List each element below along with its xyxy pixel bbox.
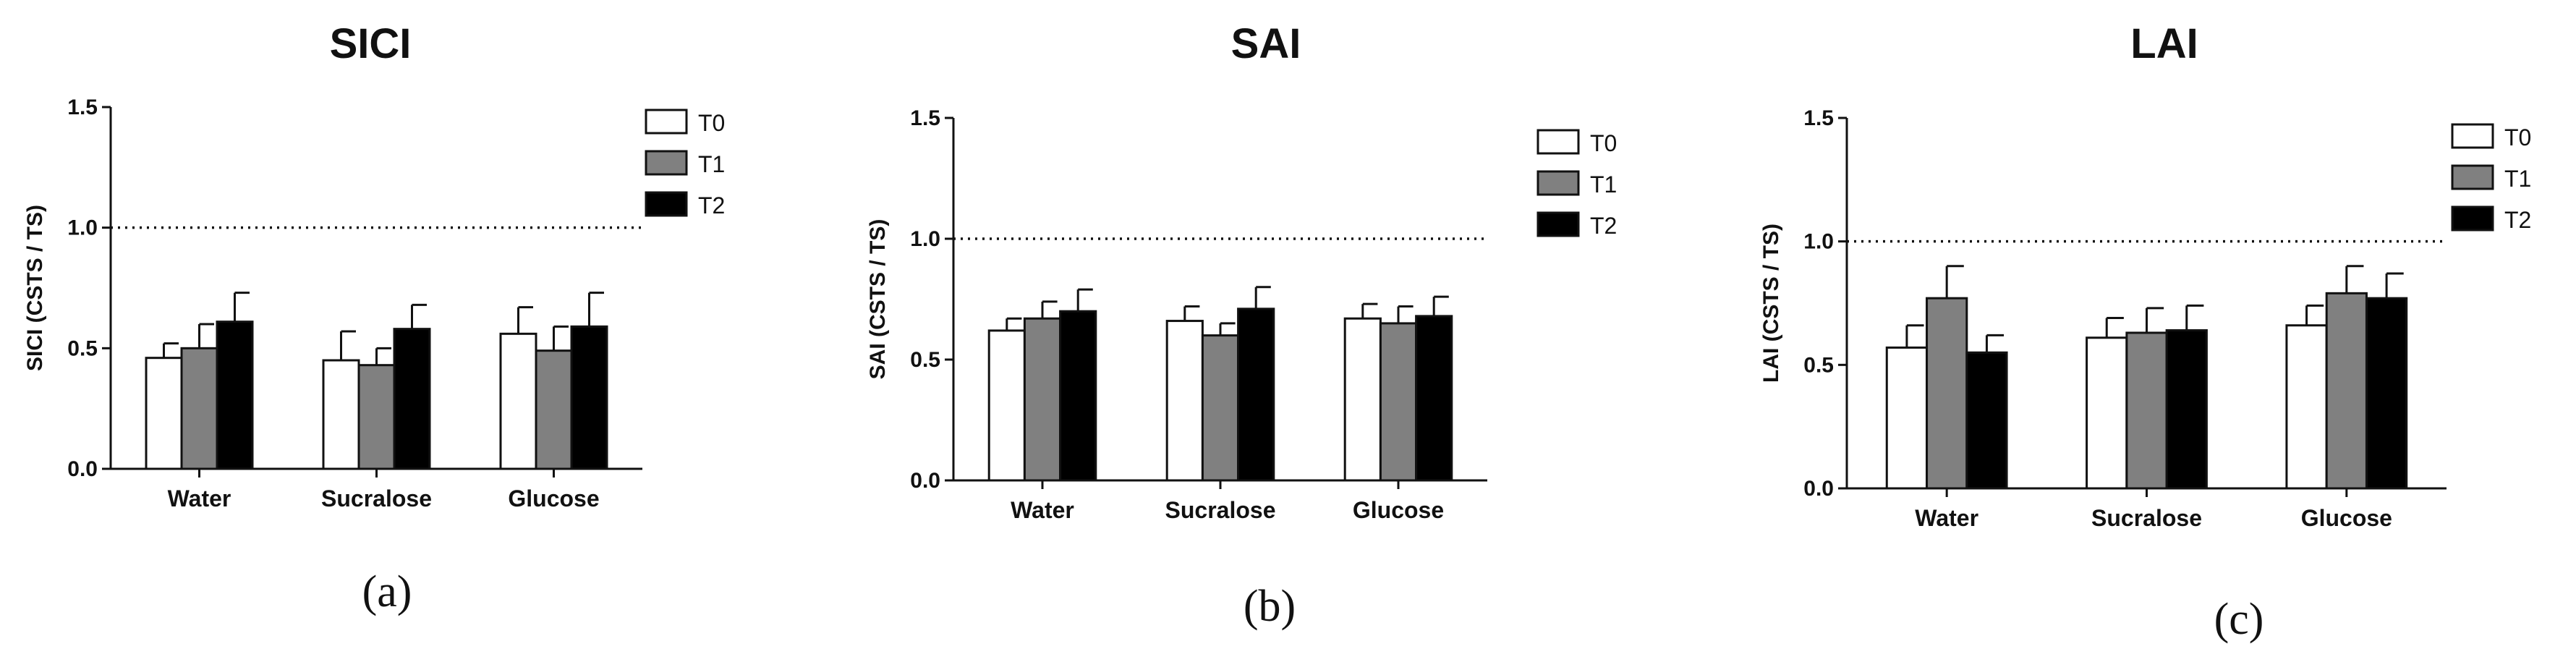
legend-label: T2 (2504, 207, 2531, 233)
x-tick-label: Water (1915, 505, 1978, 531)
y-axis-label: SAI (CSTS / TS) (866, 219, 890, 380)
x-tick-label: Glucose (508, 485, 599, 512)
panel-label: (c) (2214, 595, 2264, 644)
bar-t2-glucose (1415, 315, 1453, 482)
bar-t0-glucose (1343, 317, 1382, 482)
legend-label: T1 (1590, 171, 1617, 198)
y-tick-label: 0.5 (910, 348, 940, 372)
x-tick-label: Glucose (1353, 497, 1444, 523)
x-tick-label: Glucose (2301, 505, 2392, 531)
y-tick-label: 1.0 (1803, 230, 1834, 254)
y-tick-label: 0.0 (1803, 477, 1834, 501)
legend-label: T1 (698, 151, 725, 177)
y-tick-label: 1.5 (67, 96, 98, 119)
x-tick-label: Sucralose (2091, 505, 2202, 531)
legend-label: T0 (698, 110, 725, 136)
legend-label: T1 (2504, 166, 2531, 192)
legend-label: T2 (1590, 213, 1617, 239)
bar-t2-glucose (570, 325, 608, 470)
x-tick-label: Sucralose (321, 485, 432, 512)
legend-swatch-t2 (645, 191, 688, 217)
bar-t0-sucralose (2086, 336, 2128, 490)
chart-panel-1: SICI SICI (CSTS / TS) 0.0 0.5 1.0 1.5 Water Suc… (23, 20, 725, 616)
bar-t1-sucralose (2125, 331, 2168, 490)
bar-t0-sucralose (322, 359, 360, 470)
bar-t0-water (987, 329, 1026, 482)
bar-t0-water (145, 357, 183, 470)
y-tick-label: 1.5 (1803, 106, 1834, 130)
chart-title: SAI (1231, 20, 1301, 67)
legend-swatch-t0 (2451, 123, 2494, 149)
panel-label: (a) (362, 567, 412, 616)
bar-t2-water (216, 321, 254, 470)
bar-t0-water (1885, 346, 1929, 490)
y-tick-label: 1.5 (910, 106, 940, 130)
legend-swatch-t0 (1536, 129, 1580, 155)
bar-t2-water (1059, 310, 1097, 482)
bar-t0-glucose (2285, 324, 2328, 490)
bar-t2-sucralose (393, 328, 431, 470)
legend-swatch-t2 (1536, 211, 1580, 237)
legend-swatch-t2 (2451, 205, 2494, 232)
bar-t2-sucralose (1237, 307, 1275, 482)
bar-t1-water (180, 347, 218, 470)
bar-t1-glucose (535, 349, 573, 470)
legend-swatch-t0 (645, 109, 688, 135)
legend-swatch-t1 (1536, 170, 1580, 196)
chart-title: SICI (330, 20, 412, 67)
legend-label: T0 (2504, 124, 2531, 150)
bar-t2-glucose (2365, 297, 2408, 490)
y-axis-label: SICI (CSTS / TS) (23, 205, 47, 371)
legend-swatch-t1 (2451, 164, 2494, 190)
bar-t1-sucralose (357, 364, 396, 470)
bar-t2-sucralose (2165, 329, 2208, 490)
y-tick-label: 1.0 (67, 216, 98, 240)
bar-t2-water (1965, 351, 2008, 490)
chart-panel-3: LAI LAI (CSTS / TS) 0.0 0.5 1.0 1.5 Water Sucra… (1759, 20, 2531, 644)
bar-t1-water (1926, 297, 1968, 490)
x-tick-label: Water (168, 485, 231, 512)
bar-t0-sucralose (1165, 320, 1204, 482)
y-tick-label: 1.0 (910, 227, 940, 251)
y-tick-label: 0.5 (67, 336, 98, 360)
legend-label: T0 (1590, 130, 1617, 156)
legend-swatch-t1 (645, 150, 688, 176)
bar-t1-glucose (1379, 322, 1418, 482)
panel-label: (b) (1244, 582, 1296, 631)
bar-t1-water (1023, 317, 1062, 482)
chart-panel-2: SAI SAI (CSTS / TS) 0.0 0.5 1.0 1.5 Water Sucra… (866, 20, 1617, 631)
y-tick-label: 0.5 (1803, 353, 1834, 377)
y-tick-label: 0.0 (910, 469, 940, 493)
y-tick-label: 0.0 (67, 457, 98, 481)
bar-t1-sucralose (1201, 334, 1240, 482)
legend-label: T2 (698, 192, 725, 218)
x-tick-label: Sucralose (1165, 497, 1276, 523)
x-tick-label: Water (1011, 497, 1074, 523)
bar-t0-glucose (499, 332, 537, 470)
bar-t1-glucose (2325, 292, 2368, 490)
y-axis-label: LAI (CSTS / TS) (1759, 224, 1783, 383)
chart-title: LAI (2130, 20, 2198, 67)
